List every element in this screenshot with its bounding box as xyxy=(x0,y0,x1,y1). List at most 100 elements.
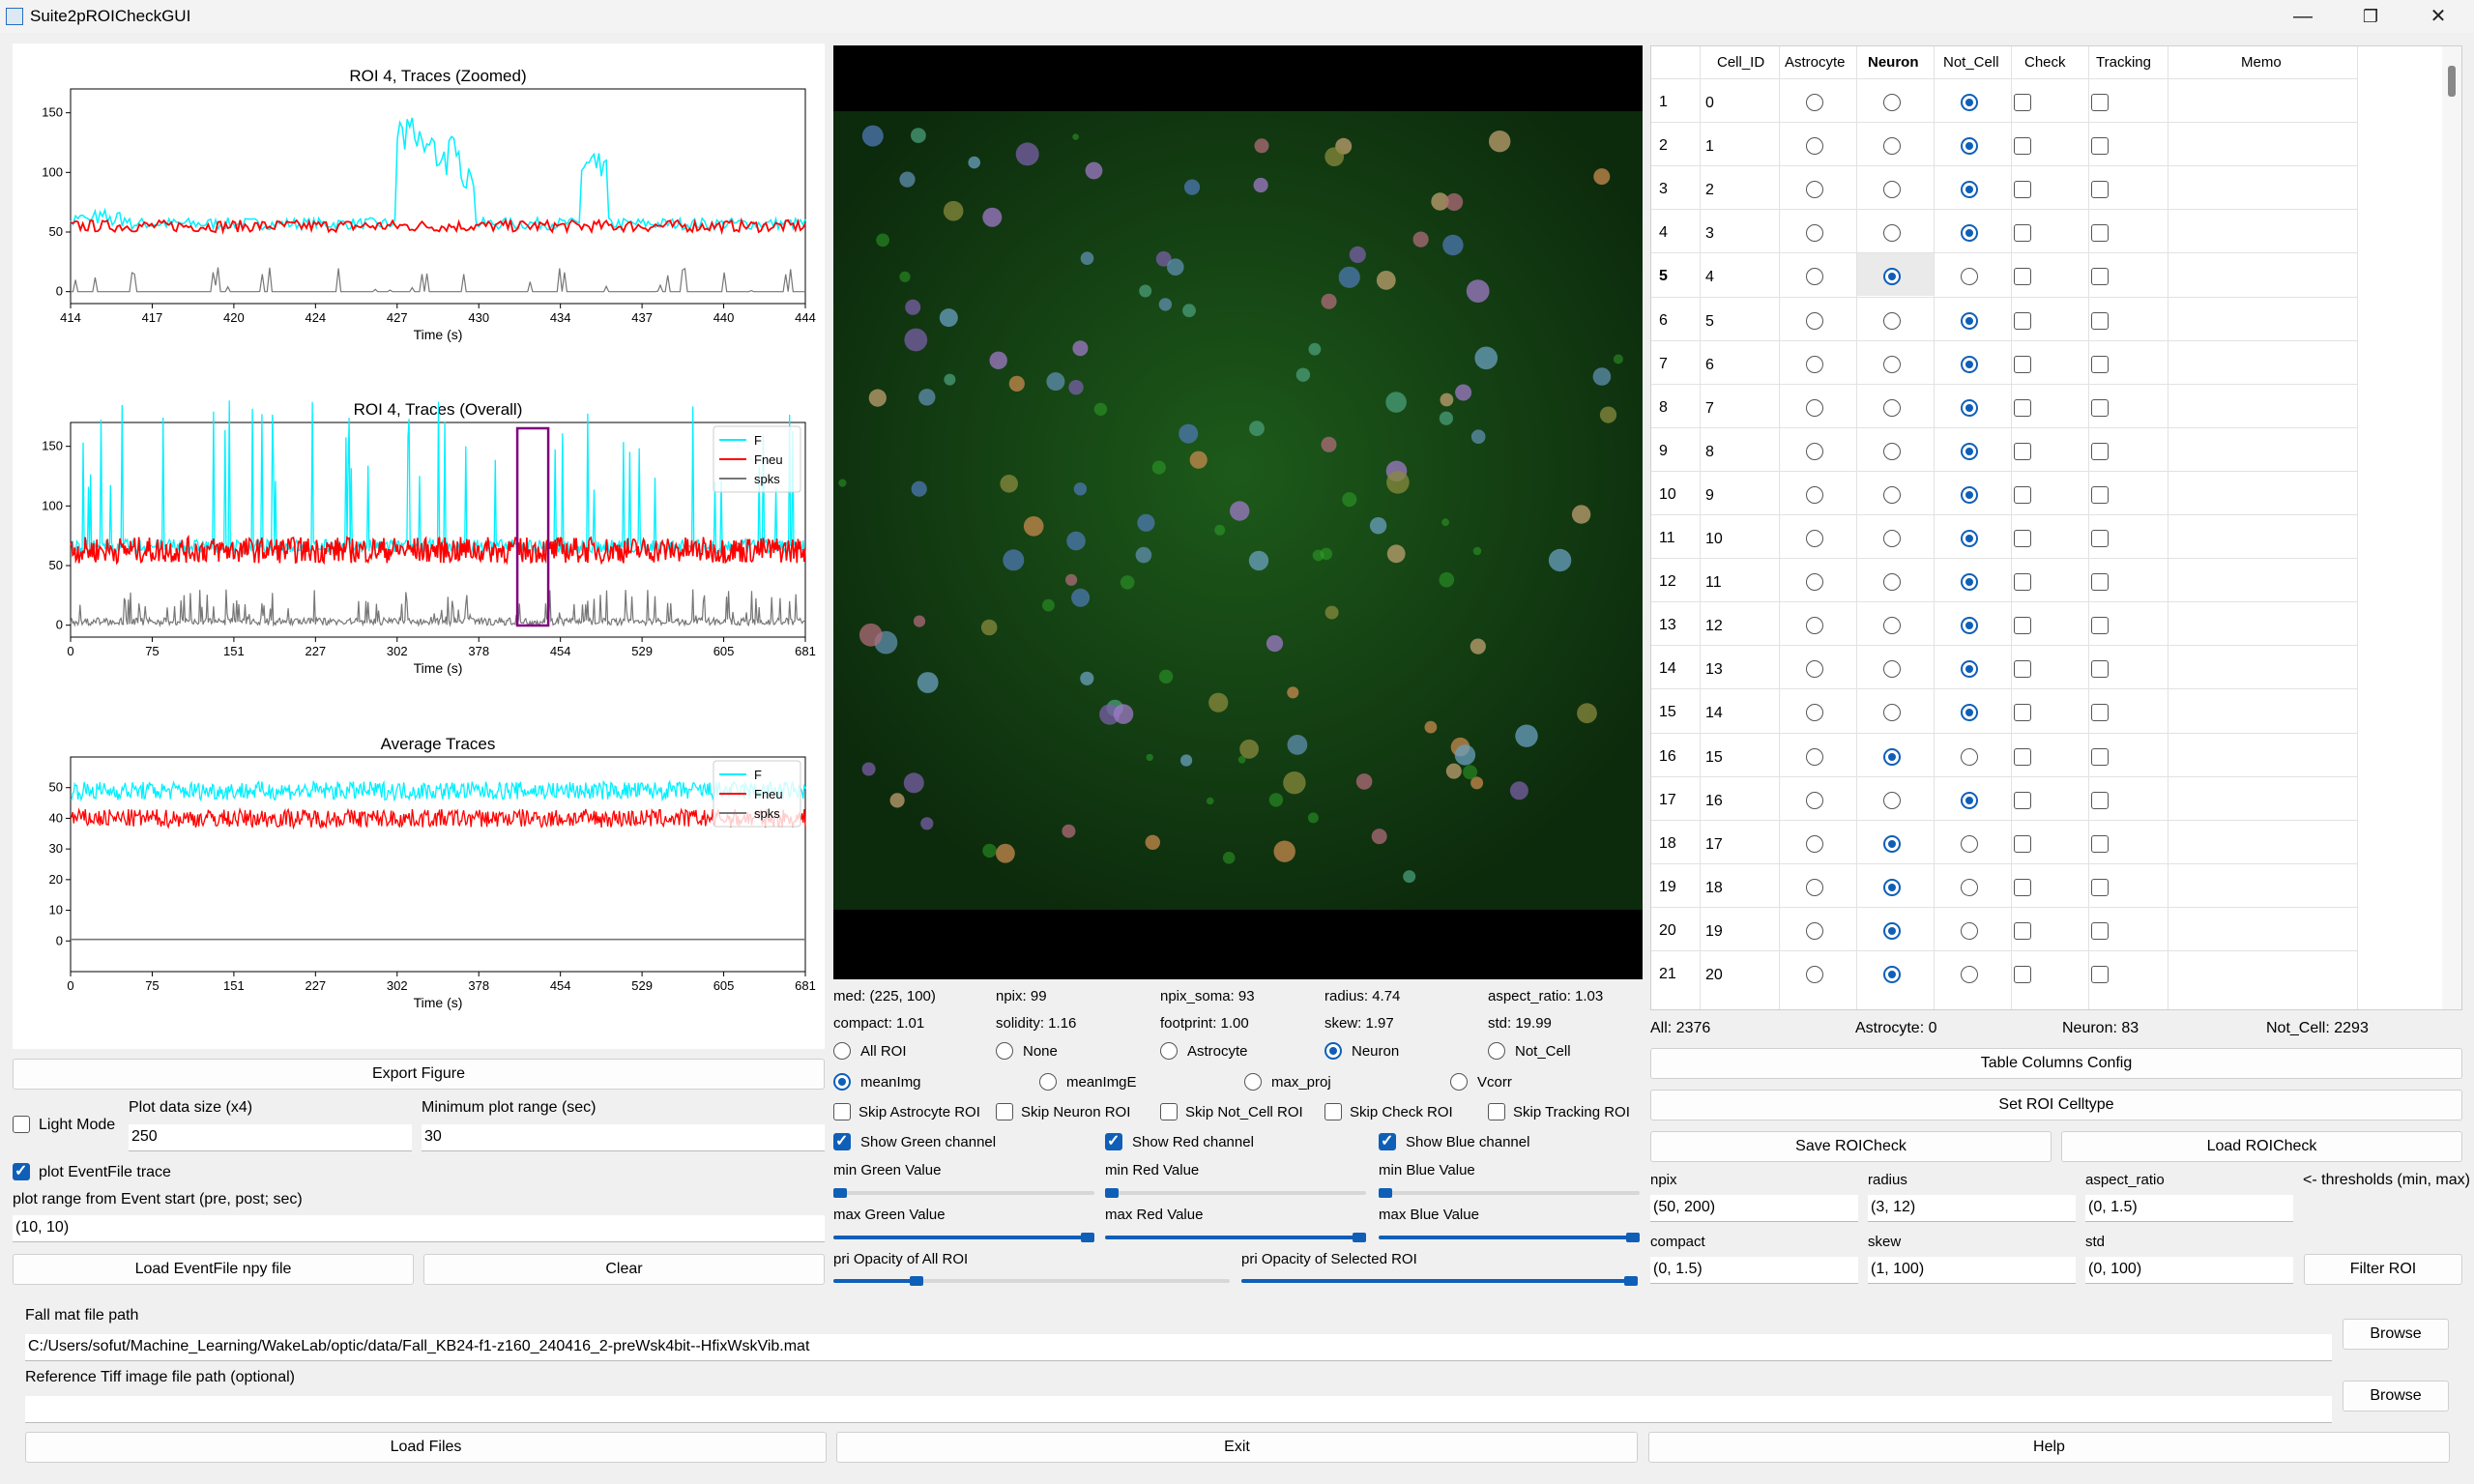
tracking-checkbox[interactable] xyxy=(2091,94,2109,111)
roi-mask[interactable] xyxy=(1283,771,1306,795)
celltype-radio[interactable] xyxy=(1806,791,1823,809)
roi-mask[interactable] xyxy=(1324,147,1345,166)
celltype-radio[interactable] xyxy=(1883,966,1901,983)
row-header[interactable]: 10 xyxy=(1659,485,1676,503)
table-header[interactable]: Memo xyxy=(2241,54,2282,71)
row-header[interactable]: 12 xyxy=(1659,573,1676,591)
skip-checkbox[interactable] xyxy=(1488,1103,1505,1120)
celltype-radio[interactable] xyxy=(1961,181,1978,199)
roi-mask[interactable] xyxy=(1470,638,1486,655)
roi-mask[interactable] xyxy=(1308,342,1322,356)
threshold-input[interactable]: (0, 100) xyxy=(2085,1257,2293,1284)
roi-display-radio[interactable] xyxy=(1488,1042,1505,1060)
slider-handle[interactable] xyxy=(1379,1188,1392,1198)
roi-mask[interactable] xyxy=(943,200,964,221)
celltype-radio[interactable] xyxy=(1961,878,1978,896)
roi-mask[interactable] xyxy=(1003,549,1025,571)
celltype-radio[interactable] xyxy=(1883,224,1901,243)
roi-mask[interactable] xyxy=(1455,384,1472,401)
roi-mask[interactable] xyxy=(1295,367,1311,382)
help-button[interactable]: Help xyxy=(1648,1432,2450,1463)
row-header[interactable]: 1 xyxy=(1659,94,1668,110)
roi-mask[interactable] xyxy=(1179,423,1199,444)
roi-mask[interactable] xyxy=(944,373,956,386)
check-checkbox[interactable] xyxy=(2014,530,2031,547)
max-value-slider[interactable] xyxy=(1105,1233,1366,1242)
slider-handle[interactable] xyxy=(910,1276,924,1286)
roi-mask[interactable] xyxy=(1338,266,1360,288)
tracking-checkbox[interactable] xyxy=(2091,660,2109,679)
roi-mask[interactable] xyxy=(1474,346,1498,370)
roi-mask[interactable] xyxy=(1254,138,1269,154)
roi-mask[interactable] xyxy=(1180,754,1193,767)
roi-mask[interactable] xyxy=(1080,671,1094,685)
check-checkbox[interactable] xyxy=(2014,485,2031,504)
roi-mask[interactable] xyxy=(1577,703,1597,724)
roi-mask[interactable] xyxy=(1324,605,1339,620)
threshold-input[interactable]: (3, 12) xyxy=(1868,1195,2076,1222)
roi-mask[interactable] xyxy=(1249,421,1265,437)
celltype-radio[interactable] xyxy=(1883,878,1901,896)
celltype-radio[interactable] xyxy=(1883,442,1901,460)
celltype-radio[interactable] xyxy=(1806,137,1823,156)
slider-handle[interactable] xyxy=(1353,1233,1366,1242)
roi-mask[interactable] xyxy=(1023,516,1044,537)
row-header[interactable]: 14 xyxy=(1659,660,1676,678)
roi-mask[interactable] xyxy=(1287,686,1299,699)
roi-mask[interactable] xyxy=(1080,251,1094,265)
celltype-radio[interactable] xyxy=(1806,617,1823,635)
roi-mask[interactable] xyxy=(1073,482,1088,496)
row-header[interactable]: 8 xyxy=(1659,398,1668,416)
skip-checkbox[interactable] xyxy=(1160,1103,1178,1120)
tracking-checkbox[interactable] xyxy=(2091,181,2109,199)
celltype-radio[interactable] xyxy=(1961,311,1978,330)
roi-mask[interactable] xyxy=(1548,548,1572,572)
roi-mask[interactable] xyxy=(1571,505,1591,524)
roi-mask[interactable] xyxy=(1355,773,1373,790)
roi-mask[interactable] xyxy=(1424,720,1438,734)
check-checkbox[interactable] xyxy=(2014,878,2031,896)
row-header[interactable]: 19 xyxy=(1659,878,1676,895)
celltype-radio[interactable] xyxy=(1961,268,1978,286)
roi-display-radio[interactable] xyxy=(1324,1042,1342,1060)
check-checkbox[interactable] xyxy=(2014,747,2031,766)
roi-mask[interactable] xyxy=(1046,372,1065,392)
roi-mask[interactable] xyxy=(1230,501,1250,521)
row-header[interactable]: 9 xyxy=(1659,442,1668,459)
celltype-radio[interactable] xyxy=(1883,530,1901,547)
tracking-checkbox[interactable] xyxy=(2091,878,2109,896)
celltype-radio[interactable] xyxy=(1883,921,1901,940)
roi-display-radio[interactable] xyxy=(996,1042,1013,1060)
tracking-checkbox[interactable] xyxy=(2091,747,2109,766)
row-header[interactable]: 5 xyxy=(1659,268,1668,285)
celltype-radio[interactable] xyxy=(1806,268,1823,286)
roi-mask[interactable] xyxy=(1369,517,1387,535)
roi-mask[interactable] xyxy=(1440,393,1454,407)
roi-mask[interactable] xyxy=(1371,829,1387,845)
event-range-input[interactable]: (10, 10) xyxy=(13,1215,825,1242)
roi-mask[interactable] xyxy=(1253,177,1268,193)
celltype-radio[interactable] xyxy=(1806,485,1823,504)
roi-mask[interactable] xyxy=(1442,234,1464,256)
channel-checkbox[interactable] xyxy=(1105,1131,1122,1150)
roi-image[interactable] xyxy=(833,45,1643,979)
celltype-radio[interactable] xyxy=(1961,791,1978,809)
plot-size-input[interactable]: 250 xyxy=(129,1124,412,1151)
roi-mask[interactable] xyxy=(903,772,924,794)
celltype-radio[interactable] xyxy=(1961,617,1978,635)
celltype-radio[interactable] xyxy=(1883,398,1901,417)
skip-checkbox[interactable] xyxy=(833,1103,851,1120)
celltype-radio[interactable] xyxy=(1806,94,1823,111)
roi-mask[interactable] xyxy=(899,171,916,188)
roi-mask[interactable] xyxy=(939,308,958,328)
load-roicheck-button[interactable]: Load ROICheck xyxy=(2061,1131,2462,1162)
check-checkbox[interactable] xyxy=(2014,94,2031,111)
row-header[interactable]: 13 xyxy=(1659,617,1676,634)
roi-mask[interactable] xyxy=(859,623,883,647)
row-header[interactable]: 2 xyxy=(1659,137,1668,155)
roi-mask[interactable] xyxy=(1182,304,1196,318)
min-range-input[interactable]: 30 xyxy=(422,1124,825,1151)
roi-mask[interactable] xyxy=(1321,293,1337,309)
plot-eventfile-checkbox[interactable] xyxy=(13,1161,30,1180)
tracking-checkbox[interactable] xyxy=(2091,791,2109,809)
